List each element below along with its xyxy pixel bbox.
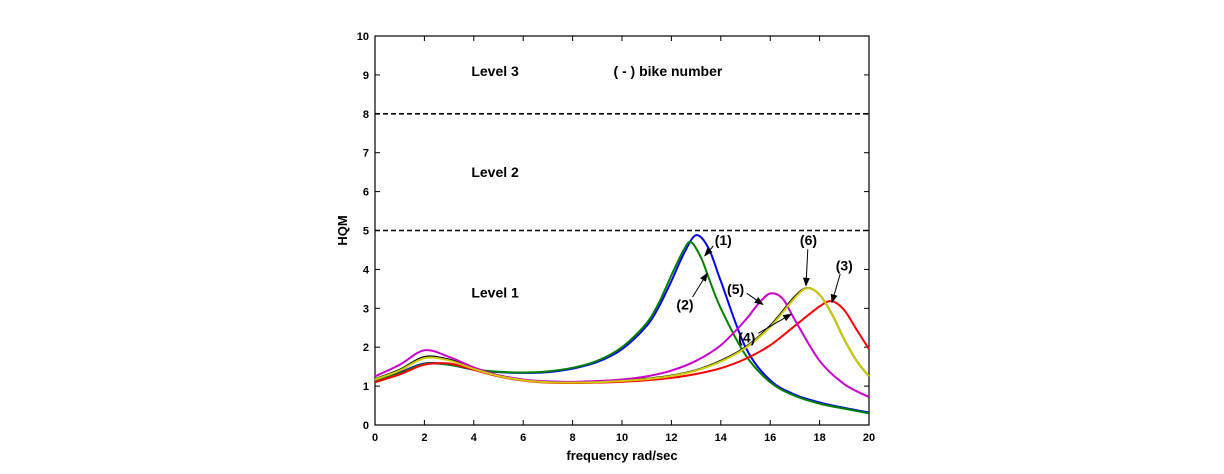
x-tick-label: 16 (764, 432, 776, 444)
series-line-6 (374, 287, 870, 384)
series-lines (374, 234, 870, 415)
series-annotation: (2) (676, 296, 693, 312)
x-tick-label: 0 (372, 432, 378, 444)
series-annotation: (5) (727, 281, 744, 297)
annotation-arrow (757, 313, 793, 334)
y-tick-label: 1 (363, 381, 369, 393)
y-tick-label: 8 (363, 109, 369, 121)
y-tick-label: 2 (363, 342, 369, 354)
x-tick-label: 2 (421, 432, 427, 444)
series-annotation: (1) (715, 232, 732, 248)
series-line-3 (374, 300, 870, 384)
x-tick-label: 14 (715, 432, 728, 444)
annotation-arrow (746, 292, 764, 305)
series-line-5 (374, 292, 870, 398)
x-tick-label: 10 (616, 432, 628, 444)
level-label: Level 1 (471, 285, 519, 301)
x-tick-label: 12 (665, 432, 677, 444)
annotation-arrow (802, 249, 810, 287)
level-label: Level 3 (471, 63, 519, 79)
annotations: (1) (2) (5) (6) (3) (4) (676, 232, 852, 345)
y-tick-label: 5 (363, 226, 369, 238)
y-tick-label: 7 (363, 148, 369, 160)
legend-note: ( - ) bike number (613, 63, 722, 79)
series-annotation: (3) (836, 258, 853, 274)
y-axis-label: HQM (335, 215, 350, 245)
x-tick-label: 8 (570, 432, 576, 444)
x-tick-label: 20 (863, 432, 875, 444)
series-line-1 (374, 234, 870, 414)
y-tick-label: 3 (363, 303, 369, 315)
x-tick-label: 4 (471, 432, 478, 444)
series-annotation: (6) (800, 232, 817, 248)
y-tick-label: 4 (363, 264, 370, 276)
threshold-lines (375, 113, 869, 232)
y-tick-label: 6 (363, 187, 369, 199)
y-tick-label: 10 (357, 31, 369, 43)
y-tick-label: 9 (363, 70, 369, 82)
x-axis-label: frequency rad/sec (566, 448, 677, 463)
annotation-arrow (692, 272, 708, 298)
series-line-2 (374, 240, 870, 415)
level-label: Level 2 (471, 164, 519, 180)
annotation-arrow (830, 273, 841, 304)
x-tick-label: 6 (520, 432, 526, 444)
x-tick-label: 18 (813, 432, 825, 444)
annotation-arrow (704, 245, 714, 257)
series-line-4 (374, 287, 870, 384)
series-annotation: (4) (738, 329, 755, 345)
y-tick-label: 0 (363, 420, 369, 432)
level-labels: Level 1 Level 2 Level 3 (471, 63, 519, 301)
